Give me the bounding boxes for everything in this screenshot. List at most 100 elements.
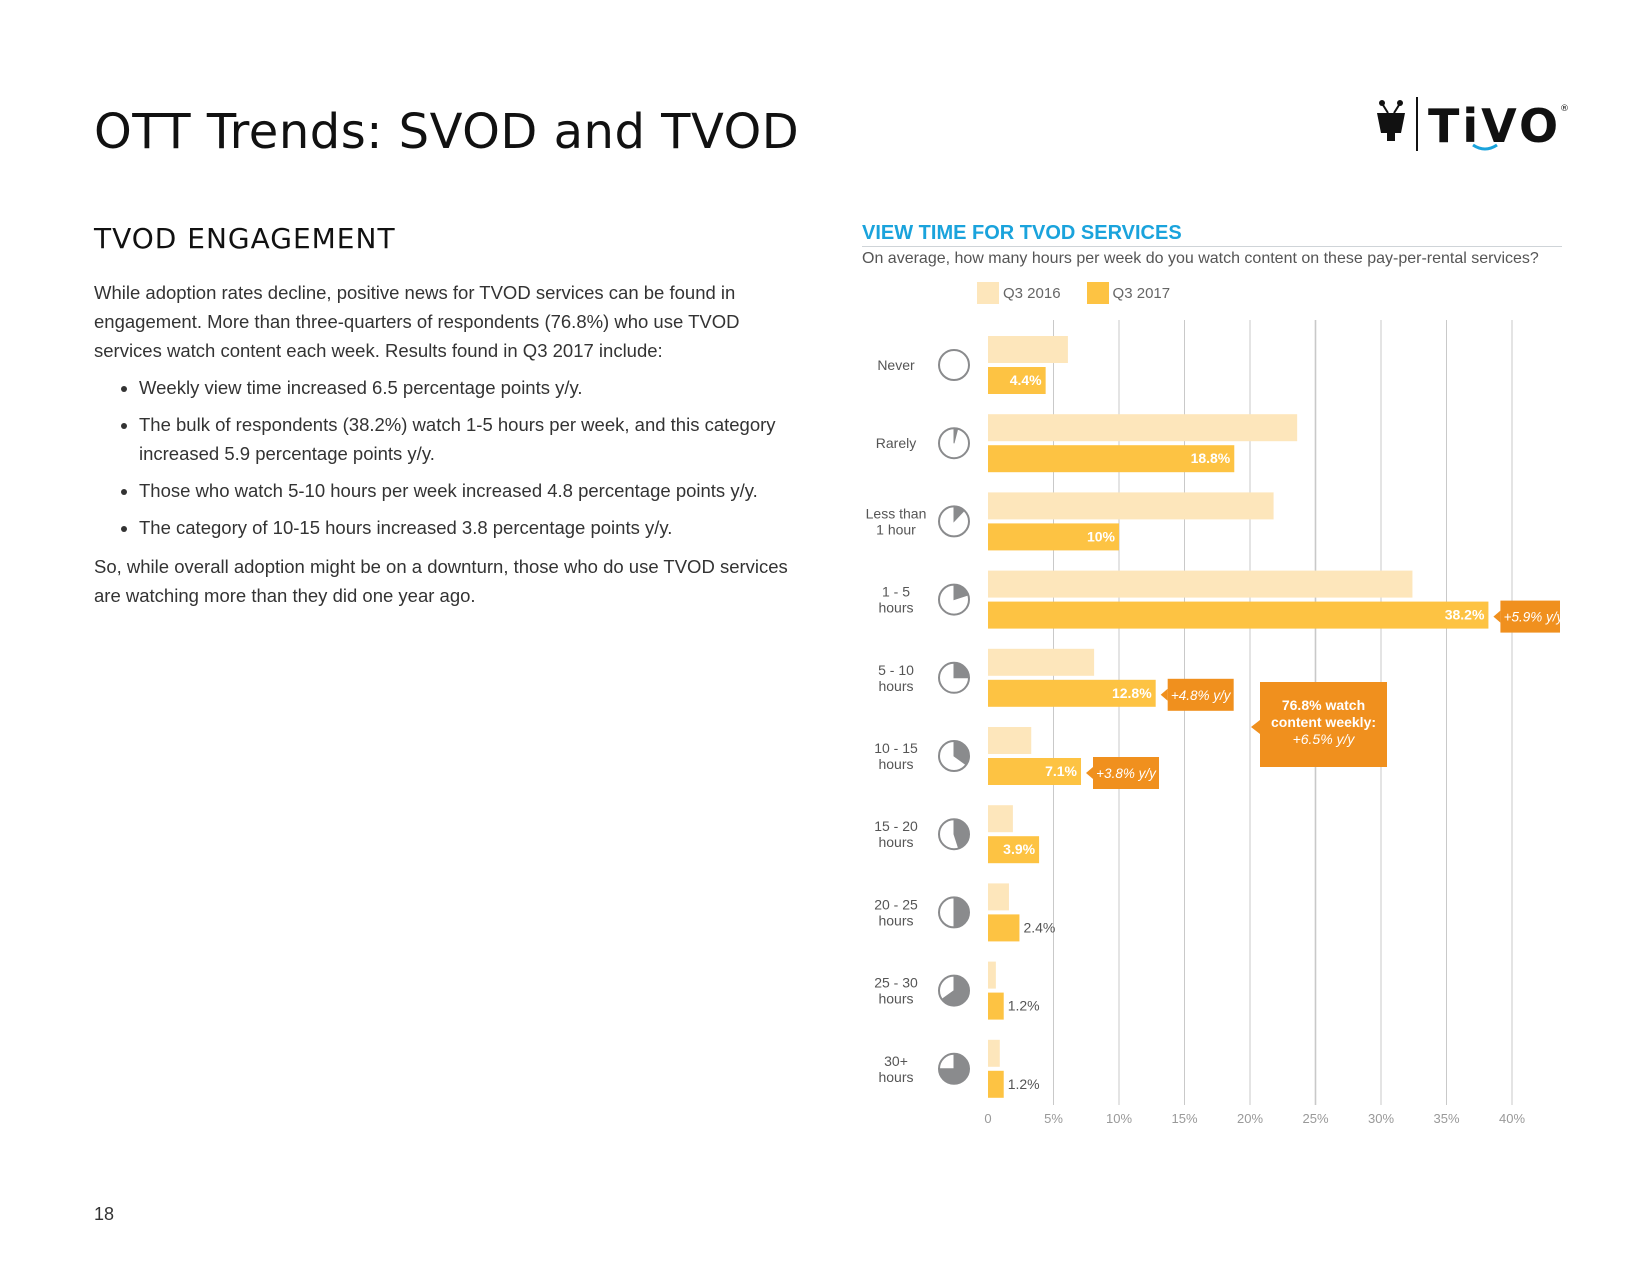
category-label: 25 - 30 hours: [874, 975, 918, 1007]
weekly-summary-line-2: content weekly:: [1271, 714, 1376, 730]
list-item: The category of 10-15 hours increased 3.…: [139, 513, 804, 542]
list-item: Weekly view time increased 6.5 percentag…: [139, 373, 804, 402]
x-tick-label: 40%: [1499, 1111, 1525, 1126]
data-label: 4.4%: [1010, 372, 1042, 388]
data-label: 1.2%: [1008, 998, 1040, 1014]
category-label: 1 - 5 hours: [878, 584, 913, 616]
legend-swatch-q3-2016: [977, 282, 999, 304]
category-label: 15 - 20 hours: [874, 818, 918, 850]
legend-item-q3-2017: Q3 2017: [1086, 282, 1171, 304]
bar-q3-2017: [988, 1070, 1004, 1098]
bar-q3-2017: [988, 523, 1119, 551]
weekly-summary-line-1: 76.8% watch: [1282, 697, 1365, 713]
legend-label-q3-2016: Q3 2016: [1003, 284, 1061, 302]
bar-q3-2017: [988, 445, 1235, 473]
x-tick-label: 5%: [1044, 1111, 1063, 1126]
x-tick-label: 15%: [1171, 1111, 1197, 1126]
tivo-logo: TiVO ®: [1377, 97, 1569, 153]
data-label: 1.2%: [1008, 1076, 1040, 1092]
change-callout-label: +4.8% y/y: [1171, 688, 1232, 703]
bar-q3-2016: [988, 727, 1032, 754]
body-text: While adoption rates decline, positive n…: [94, 278, 804, 610]
clock-fill-wedge: [953, 662, 970, 679]
intro-paragraph: While adoption rates decline, positive n…: [94, 282, 740, 361]
logo-text: TiVO: [1428, 99, 1561, 153]
bar-q3-2016: [988, 414, 1298, 442]
change-callout: [1500, 600, 1560, 633]
x-tick-label: 0: [984, 1111, 991, 1126]
clock-fill-wedge: [953, 818, 970, 850]
bar-q3-2017: [988, 836, 1040, 864]
bar-q3-2017: [988, 758, 1082, 785]
category-label: Less than 1 hour: [866, 505, 927, 537]
legend-label-q3-2017: Q3 2017: [1112, 284, 1171, 302]
chart-subtitle: On average, how many hours per week do y…: [862, 250, 1539, 267]
bar-q3-2017: [988, 367, 1046, 394]
bar-q3-2017: [988, 601, 1489, 629]
bar-q3-2017: [988, 992, 1004, 1020]
data-label: 38.2%: [1445, 607, 1485, 623]
x-tick-label: 25%: [1302, 1111, 1328, 1126]
change-callout-label: +3.8% y/y: [1096, 766, 1157, 781]
change-callout-pointer: [1086, 767, 1094, 779]
logo-divider: [1416, 97, 1418, 151]
x-tick-label: 35%: [1433, 1111, 1459, 1126]
x-tick-label: 10%: [1106, 1111, 1132, 1126]
change-callout: [1167, 678, 1234, 711]
bar-q3-2016: [988, 883, 1009, 911]
page-number: 18: [94, 1204, 115, 1224]
clock-fill-wedge: [941, 975, 970, 1007]
bar-q3-2016: [988, 648, 1095, 676]
weekly-summary-line-3: +6.5% y/y: [1293, 731, 1356, 747]
bar-q3-2016: [988, 492, 1274, 520]
weekly-summary-pointer: [1251, 720, 1260, 734]
data-label: 7.1%: [1045, 763, 1077, 779]
section-heading: TVOD ENGAGEMENT: [94, 222, 396, 255]
bar-q3-2016: [988, 570, 1413, 598]
chart-title-rule: [862, 246, 1562, 247]
logo-registered-mark: ®: [1560, 104, 1569, 114]
change-callout-pointer: [1493, 610, 1501, 623]
change-callout-pointer: [1160, 688, 1168, 701]
category-label: 10 - 15 hours: [874, 740, 918, 772]
logo-smile-accent: [1472, 143, 1498, 151]
change-callout: [1093, 757, 1160, 789]
bar-q3-2016: [988, 805, 1013, 833]
legend-item-q3-2016: Q3 2016: [977, 282, 1061, 304]
tivo-robot-icon: [1377, 100, 1405, 141]
view-time-bar-chart: 0 5% 10% 15% 20% 25% 30% 35% 40% Never 4.4% Rarely 1…: [866, 320, 1560, 1126]
bar-q3-2016: [988, 1039, 1000, 1067]
data-label: 12.8%: [1112, 685, 1152, 701]
clock-fill-wedge: [938, 1053, 970, 1085]
conclusion-paragraph: So, while overall adoption might be on a…: [94, 556, 788, 606]
x-tick-label: 30%: [1368, 1111, 1394, 1126]
clock-fill-wedge: [953, 427, 959, 444]
bar-q3-2016: [988, 961, 996, 989]
data-label: 10%: [1087, 528, 1116, 544]
data-label: 3.9%: [1003, 841, 1035, 857]
list-item: The bulk of respondents (38.2%) watch 1-…: [139, 410, 804, 468]
clock-fill-wedge: [953, 505, 965, 523]
weekly-summary-callout: [1260, 682, 1387, 767]
clock-fill-wedge: [953, 896, 970, 928]
category-label: 30+ hours: [878, 1053, 913, 1085]
clock-icon: [938, 349, 970, 381]
list-item: Those who watch 5-10 hours per week incr…: [139, 476, 804, 505]
chart-title: VIEW TIME FOR TVOD SERVICES: [862, 222, 1182, 244]
clock-fill-wedge: [953, 740, 970, 766]
page-title: OTT Trends: SVOD and TVOD: [94, 104, 800, 160]
bar-q3-2017: [988, 679, 1156, 707]
x-tick-label: 20%: [1237, 1111, 1263, 1126]
bar-q3-2016: [988, 336, 1068, 363]
change-callout-label: +5.9% y/y: [1504, 610, 1560, 625]
category-label: 5 - 10 hours: [878, 662, 914, 694]
data-label: 18.8%: [1191, 450, 1231, 466]
clock-fill-wedge: [953, 584, 969, 601]
chart-legend: Q3 2016 Q3 2017: [977, 282, 1170, 304]
category-label: 20 - 25 hours: [874, 896, 918, 928]
legend-swatch-q3-2017: [1086, 282, 1109, 304]
category-label: Never: [877, 357, 915, 373]
results-list: Weekly view time increased 6.5 percentag…: [94, 373, 804, 542]
category-label: Rarely: [876, 435, 916, 451]
data-label: 2.4%: [1023, 919, 1055, 935]
